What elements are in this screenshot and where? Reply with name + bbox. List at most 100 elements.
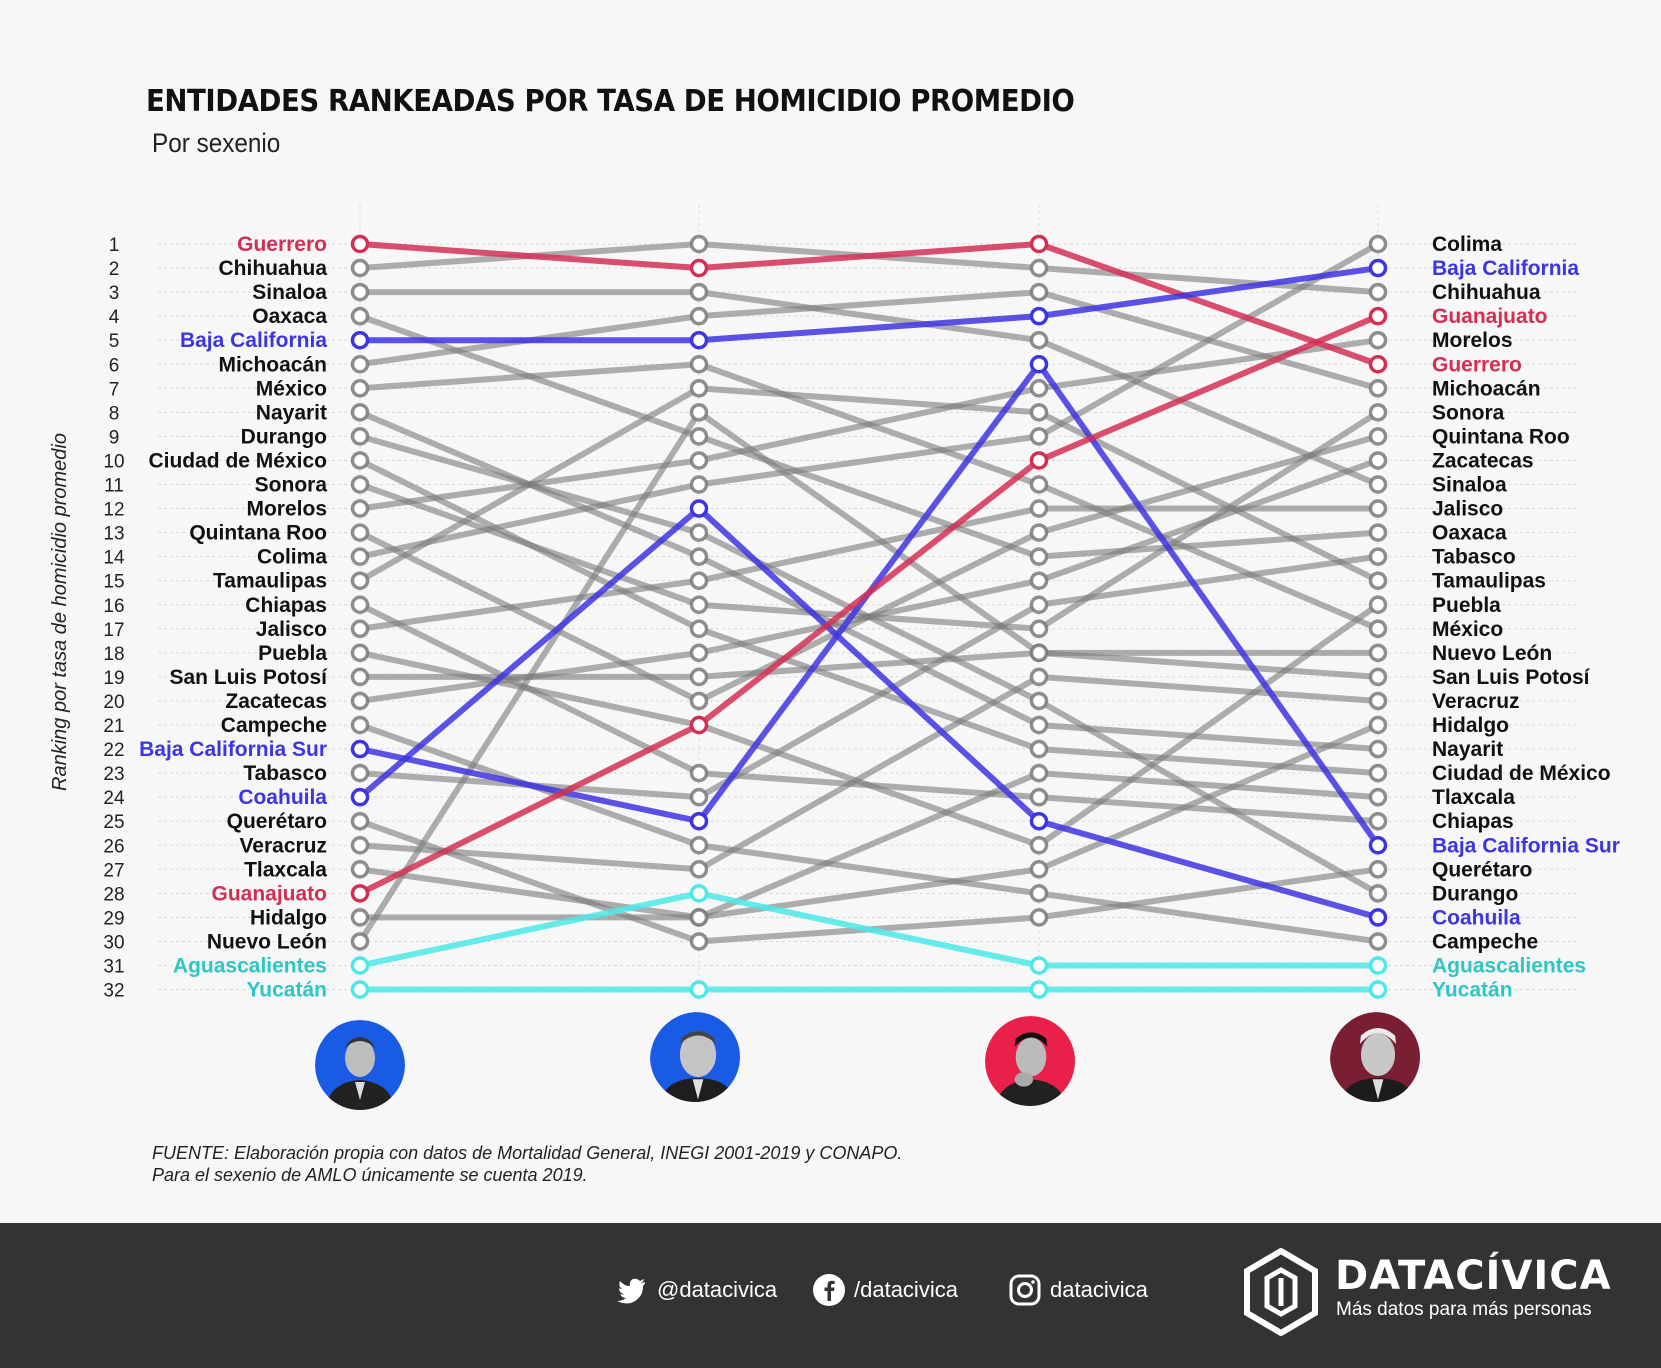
source-note: FUENTE: Elaboración propia con datos de … [152,1142,902,1186]
rank-tick-label: 29 [103,908,124,929]
point-zacatecas [1368,451,1388,470]
left-state-label: Coahuila [238,786,327,809]
rank-tick-label: 30 [103,932,124,953]
point-colima [689,475,709,494]
instagram-link[interactable]: datacivica [1008,1270,1148,1310]
rank-tick-label: 20 [103,692,124,713]
right-state-label: Sinaloa [1432,474,1507,497]
series-line-puebla [359,602,1380,849]
source-line-1: FUENTE: Elaboración propia con datos de … [152,1143,903,1163]
rank-tick-label: 23 [103,764,124,785]
point-chiapas [689,763,709,783]
right-state-label: Puebla [1432,594,1501,617]
point-baja-california-sur [350,739,370,759]
left-state-label: Campeche [221,714,327,737]
point-baja-california-sur [1029,355,1049,374]
point-michoacán [689,306,709,326]
series-line-aguascalientes [359,890,1378,969]
right-state-label: Coahuila [1432,906,1521,929]
twitter-icon [617,1278,645,1304]
point-san-luis-potosí [689,667,709,687]
rank-tick-label: 4 [109,307,120,328]
series-line-coahuila [358,505,1379,921]
point-colima [1029,427,1049,446]
point-sinaloa [350,282,370,302]
point-sonora [1029,619,1049,639]
left-state-label: Chihuahua [219,257,328,280]
left-state-label: Jalisco [256,618,327,641]
series-line-veracruz [359,673,1379,873]
point-tabasco [1368,547,1388,566]
point-puebla [350,643,370,663]
fox-portrait [315,1020,405,1110]
point-ciudad-de-méxico [1029,739,1049,759]
left-state-label: Veracruz [239,834,327,857]
point-ciudad-de-méxico [350,451,370,470]
left-state-label: México [256,377,327,400]
left-state-label: Nuevo León [207,930,327,953]
left-state-label: Oaxaca [252,305,327,328]
right-state-label: Tamaulipas [1432,570,1546,593]
left-state-label: Zacatecas [225,690,327,713]
datacivica-logo-icon [1244,1248,1318,1336]
point-guerrero [1368,355,1388,374]
twitter-link[interactable]: @datacivica [615,1270,777,1310]
point-sonora [350,475,370,494]
point-quintana-roo [350,523,370,542]
point-baja-california [1029,306,1049,326]
slope-chart: 1234567891011121314151617181920212223242… [49,205,1620,1002]
rank-tick-label: 31 [103,957,124,978]
rank-tick-label: 9 [109,427,120,448]
point-guerrero [689,258,709,278]
point-méxico [350,379,370,398]
series-line-morelos [359,337,1379,512]
rank-tick-label: 11 [104,476,124,497]
rank-tick-label: 24 [103,788,125,809]
left-state-label: San Luis Potosí [169,666,328,689]
left-state-label: Tabasco [243,762,327,785]
point-sinaloa [1029,330,1049,350]
left-state-label: Baja California [180,329,327,352]
twitter-handle: @datacivica [657,1277,778,1302]
point-morelos [689,451,709,470]
series-line-colima [359,241,1380,560]
point-chiapas [1029,787,1049,807]
point-baja-california-sur [689,811,709,831]
point-coahuila [350,787,370,807]
series-line-tamaulipas [358,385,1380,584]
facebook-icon [813,1274,845,1306]
point-nuevo-león [1029,643,1049,663]
right-state-label: Baja California [1432,257,1579,280]
point-michoacán [1029,282,1049,302]
right-state-label: Ciudad de México [1432,762,1611,785]
point-yucatán [1029,980,1049,999]
point-méxico [1029,475,1049,494]
point-hidalgo [350,908,370,927]
left-state-label: Ciudad de México [148,449,327,472]
right-state-label: Tabasco [1432,546,1516,569]
point-baja-california-sur [1368,836,1388,855]
facebook-link[interactable]: /datacivica [812,1270,958,1310]
point-hidalgo [1029,860,1049,879]
point-san-luis-potosí [350,667,370,687]
point-tlaxcala [350,860,370,879]
right-state-label: Michoacán [1432,377,1541,400]
left-state-label: Michoacán [218,353,327,376]
point-aguascalientes [1368,956,1388,975]
point-morelos [1029,379,1049,398]
point-hidalgo [689,908,709,927]
point-tamaulipas [350,571,370,590]
point-ciudad-de-méxico [1368,763,1388,783]
point-zacatecas [689,643,709,663]
chart-title: ENTIDADES RANKEADAS POR TASA DE HOMICIDI… [146,84,1075,119]
right-state-label: Yucatán [1432,979,1513,1002]
point-tamaulipas [1029,403,1049,422]
point-sonora [689,595,709,614]
point-colima [1368,234,1388,254]
rank-tick-label: 26 [103,836,124,857]
point-campeche [1029,884,1049,903]
point-nayarit [1368,739,1388,759]
right-state-label: Veracruz [1432,690,1520,713]
point-san-luis-potosí [1368,667,1388,687]
right-state-label: Guerrero [1432,353,1522,376]
